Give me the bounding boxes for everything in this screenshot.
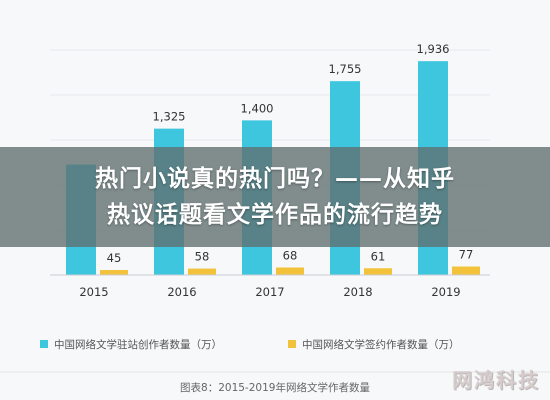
legend-swatch-1 [288, 340, 296, 348]
legend-label-0: 中国网络文学驻站创作者数量（万） [54, 338, 222, 351]
value-label-series-1-2015: 45 [107, 251, 122, 265]
value-label-series-1-2016: 58 [195, 250, 210, 264]
banner-title-line-1: 热门小说真的热门吗？——从知乎 [95, 166, 455, 192]
bar-series-1-2015 [100, 270, 128, 275]
value-labels: 45 1,325 58 1,400 68 1,755 61 1,936 77 [107, 42, 474, 265]
x-tick-label-2019: 2019 [431, 285, 460, 299]
legend-swatch-0 [40, 340, 48, 348]
title-banner: 热门小说真的热门吗？——从知乎 热议话题看文学作品的流行趋势 [0, 147, 550, 247]
value-label-series-0-2016: 1,325 [153, 110, 186, 124]
x-tick-label-2016: 2016 [167, 285, 196, 299]
value-label-series-1-2018: 61 [371, 249, 386, 263]
x-tick-label-2018: 2018 [343, 285, 372, 299]
x-tick-labels: 2015 2016 2017 2018 2019 [79, 285, 460, 299]
x-tick-label-2017: 2017 [255, 285, 284, 299]
bar-series-1-2016 [188, 268, 216, 275]
value-label-series-0-2017: 1,400 [241, 101, 274, 115]
banner-title-line-2: 热议话题看文学作品的流行趋势 [107, 202, 443, 228]
value-label-series-1-2019: 77 [459, 247, 474, 261]
value-label-series-0-2018: 1,755 [329, 62, 362, 76]
x-tick-label-2015: 2015 [79, 285, 108, 299]
legend: 中国网络文学驻站创作者数量（万） 中国网络文学签约作者数量（万） [40, 338, 460, 351]
watermark-logo: 网鸿科技 [452, 368, 540, 392]
legend-label-1: 中国网络文学签约作者数量（万） [302, 338, 460, 351]
bar-series-1-2018 [364, 268, 392, 275]
value-label-series-1-2017: 68 [283, 248, 298, 262]
value-label-series-0-2019: 1,936 [417, 42, 450, 56]
chart-caption: 图表8：2015-2019年网络文学作者数量 [180, 381, 370, 394]
bar-series-1-2017 [276, 267, 304, 275]
bar-series-1-2019 [452, 266, 480, 275]
